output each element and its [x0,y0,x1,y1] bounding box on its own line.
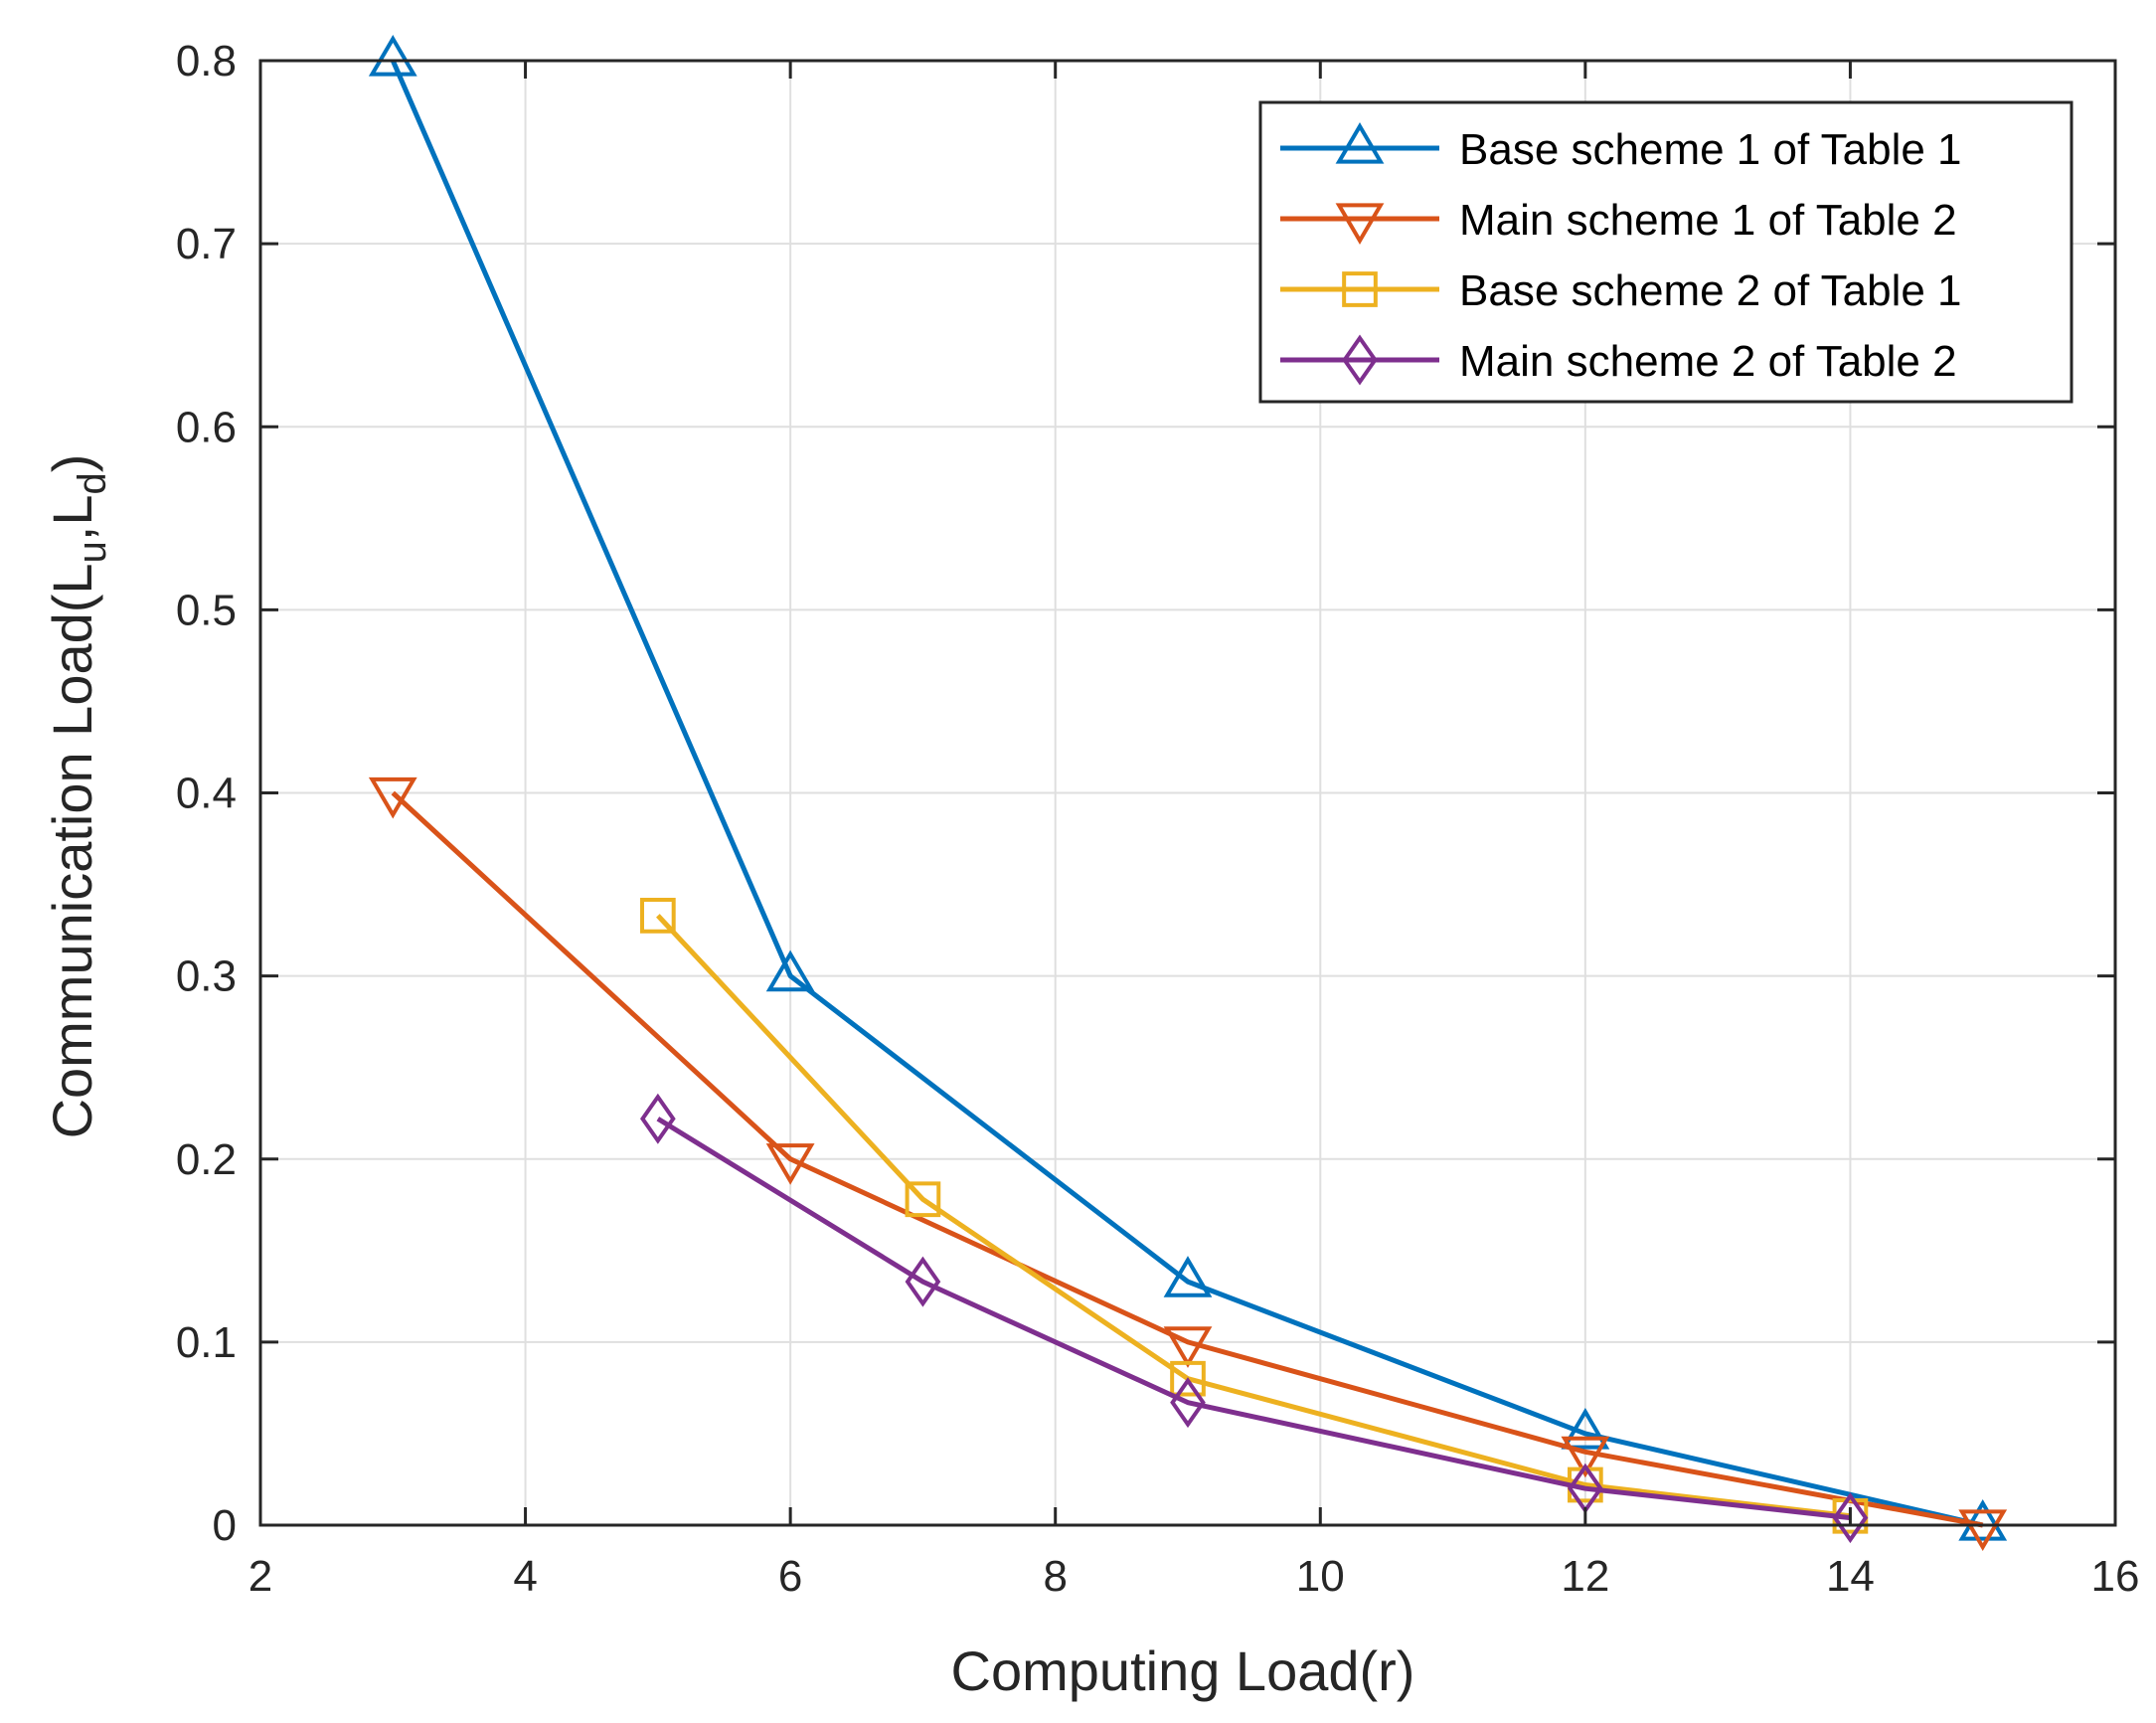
series-2-point [368,776,417,819]
series-2-point [1163,1326,1213,1368]
series-4-point [1170,1377,1206,1429]
legend-marker [1342,334,1378,386]
x-tick-label: 8 [1043,1552,1067,1601]
legend-entry-4: Main scheme 2 of Table 2 [1280,334,1957,386]
y-tick-label: 0.7 [176,220,237,268]
y-axis-label-main: Communication Load(L [41,563,103,1138]
tick-label-layer: 2 4 6 8 10 12 14 16 0 0.1 0.2 0.3 0.4 0.5 0.6 0.7 0.8 [176,37,2140,1601]
x-tick-label: 4 [513,1552,537,1601]
legend-entry-1: Base scheme 1 of Table 1 [1280,122,1962,174]
y-axis-label: Communication Load(Lu,Ld) [41,454,114,1139]
x-tick-label: 16 [2091,1552,2140,1601]
legend-marker [1335,203,1385,245]
legend-marker [1342,271,1378,307]
x-tick-label: 2 [249,1552,272,1601]
legend-label: Main scheme 2 of Table 2 [1459,337,1957,386]
series-layer [368,35,2008,1551]
y-tick-label: 0 [213,1501,237,1550]
series-line-1 [390,60,1984,1528]
legend-label: Main scheme 1 of Table 2 [1459,196,1957,245]
series-2-point [1561,1436,1610,1478]
y-tick-label: 0.6 [176,403,237,451]
x-axis-label: Computing Load(r) [951,1639,1415,1702]
legend-box [1258,100,2073,404]
x-tick-label: 10 [1296,1552,1345,1601]
y-tick-label: 0.4 [176,770,237,818]
series-line-4 [656,1117,1851,1521]
y-tick-label: 0.1 [176,1318,237,1367]
series-1-point [1561,1407,1610,1450]
series-line-2 [391,790,1984,1528]
series-3-point [905,1181,941,1218]
y-axis-label-close: ) [41,454,103,473]
legend: Base scheme 1 of Table 1 Main scheme 1 of… [1258,100,2073,404]
legend-entry-3: Base scheme 2 of Table 1 [1280,266,1962,315]
axes-layer [258,59,2117,1527]
y-axis-label-sub-u: u [71,541,114,563]
series-4-point [905,1256,941,1307]
y-tick-label: 0.5 [176,586,237,634]
y-tick-label: 0.3 [176,952,237,1001]
legend-entry-2: Main scheme 1 of Table 2 [1280,196,1957,245]
series-1-point [765,949,815,992]
y-axis-label-sub-d: d [71,472,114,494]
series-4-point [640,1093,676,1144]
series-1-point [368,35,417,77]
series-3-point [640,898,676,934]
legend-label: Base scheme 1 of Table 1 [1459,125,1962,174]
series-2-point [1958,1509,2008,1551]
y-axis-label-mid: ,L [41,494,103,541]
y-tick-label: 0.8 [176,37,237,86]
legend-label: Base scheme 2 of Table 1 [1459,266,1962,315]
legend-marker [1335,122,1385,164]
x-tick-label: 12 [1561,1552,1609,1601]
series-3-point [1170,1360,1206,1397]
series-1-point [1163,1256,1213,1297]
grid-layer [260,61,2115,1525]
x-tick-label: 14 [1826,1552,1875,1601]
x-tick-label: 6 [778,1552,802,1601]
series-2-point [765,1143,815,1185]
series-4-point [1832,1492,1869,1544]
y-tick-label: 0.2 [176,1135,237,1184]
